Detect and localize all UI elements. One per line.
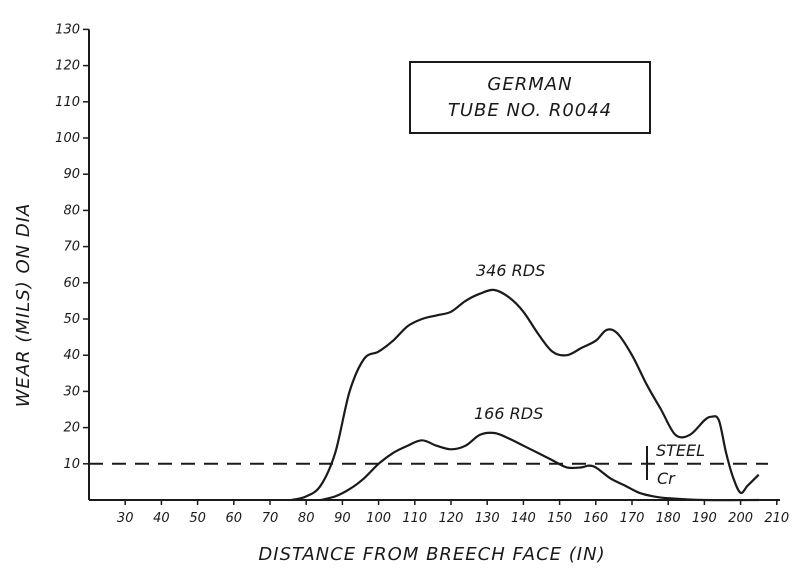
y-tick-label: 80 [63,203,80,218]
x-tick-label: 190 [692,511,717,526]
y-axis-title: WEAR (MILS) ON DIA [13,203,34,408]
x-tick-label: 180 [656,511,681,526]
info-box-line-2: TUBE NO. R0044 [448,100,612,121]
steel-cr-annotation: STEEL Cr [646,441,705,488]
axes: 10 20 30 40 50 60 70 80 90 100 110 120 130 30 40 50 60 70… [55,22,789,526]
x-tick-label: 100 [366,511,391,526]
info-box-line-1: GERMAN [487,74,572,95]
x-tick-label: 50 [189,511,206,526]
cr-label: Cr [657,469,676,488]
steel-label: STEEL [656,441,705,460]
x-tick-label: 30 [117,511,134,526]
x-tick-label: 80 [298,511,315,526]
series-label-166: 166 RDS [474,404,543,423]
x-tick-label: 90 [334,511,351,526]
x-axis-title: DISTANCE FROM BREECH FACE (IN) [258,544,605,565]
y-tick-label: 90 [63,167,80,182]
x-tick-label: 70 [262,511,279,526]
x-tick-label: 140 [511,511,536,526]
y-tick-label: 70 [63,240,80,255]
x-tick-label: 120 [439,511,464,526]
y-tick-label: 100 [55,131,80,146]
x-tick-label: 150 [547,511,572,526]
x-tick-label: 110 [402,511,427,526]
x-tick-label: 60 [226,511,243,526]
series-166-rds-line [320,431,759,502]
y-tick-label: 130 [55,22,80,37]
series-label-346: 346 RDS [476,261,545,280]
y-tick-label: 60 [63,276,80,291]
y-tick-label: 20 [63,421,80,436]
x-tick-label: 210 [764,511,789,526]
y-tick-label: 110 [55,95,80,110]
series-group [291,288,760,502]
series-346-rds-line [291,288,760,502]
info-box-frame [409,61,651,134]
y-tick-label: 40 [63,348,80,363]
x-tick-label: 130 [475,511,500,526]
x-tick-label: 200 [728,511,753,526]
x-tick-label: 160 [583,511,608,526]
y-tick-label: 10 [63,457,80,472]
x-tick-label: 40 [153,511,170,526]
y-tick-label: 120 [55,59,80,74]
info-box: GERMAN TUBE NO. R0044 [409,61,651,134]
y-tick-label: 50 [63,312,80,327]
x-tick-label: 170 [620,511,645,526]
y-tick-label: 30 [63,384,80,399]
